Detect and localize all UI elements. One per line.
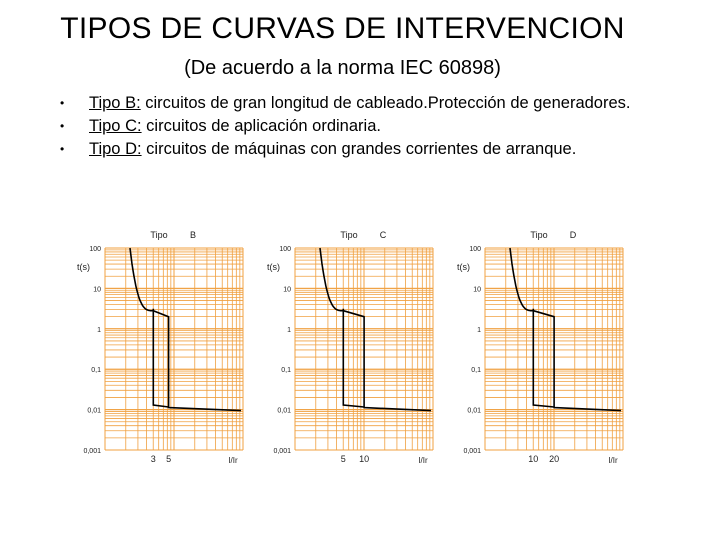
x-axis-label: I/Ir	[418, 456, 428, 465]
trip-curve-lower	[532, 308, 555, 408]
x-tick-label: 5	[341, 454, 346, 464]
bullet-text: circuitos de gran longitud de cableado.P…	[140, 94, 631, 112]
x-tick-label: 3	[151, 454, 156, 464]
y-tick-label: 1	[477, 327, 481, 334]
y-tick-label: 0,1	[281, 367, 291, 374]
y-tick-label: 100	[89, 246, 101, 253]
y-tick-label: 0,1	[471, 367, 481, 374]
chart-title-prefix: Tipo	[530, 230, 547, 240]
bullet-list: • Tipo B: circuitos de gran longitud de …	[60, 92, 680, 161]
bullet-icon: •	[60, 96, 65, 110]
trip-curve-upper	[319, 247, 432, 412]
x-axis-label: I/Ir	[228, 456, 238, 465]
y-tick-label: 0,01	[277, 408, 291, 415]
x-tick-label: 5	[166, 454, 171, 464]
trip-curve-upper	[509, 247, 622, 412]
y-axis-label: t(s)	[77, 262, 90, 272]
bullet-label: Tipo C:	[89, 117, 142, 135]
chart-title-prefix: Tipo	[340, 230, 357, 240]
x-tick-label: 20	[549, 454, 559, 464]
y-tick-label: 10	[473, 286, 481, 293]
bullet-icon: •	[60, 119, 65, 133]
y-tick-label: 0,1	[91, 367, 101, 374]
slide-title: TIPOS DE CURVAS DE INTERVENCION	[60, 12, 625, 45]
trip-curve-upper	[129, 247, 242, 412]
bullet-item-tipo-c: • Tipo C: circuitos de aplicación ordina…	[60, 115, 680, 138]
y-tick-label: 0,001	[83, 448, 101, 455]
bullet-item-tipo-b: • Tipo B: circuitos de gran longitud de …	[60, 92, 680, 115]
bullet-icon: •	[60, 142, 65, 156]
y-axis-label: t(s)	[267, 262, 280, 272]
bullet-item-tipo-d: • Tipo D: circuitos de máquinas con gran…	[60, 138, 680, 161]
x-tick-label: 10	[359, 454, 369, 464]
y-axis-label: t(s)	[457, 262, 470, 272]
chart-svg: Tipo Bt(s) 100 10 1 0,1 0,01 0,001 3 5 I/Ir	[77, 230, 244, 465]
grid	[104, 247, 244, 451]
trip-curve-lower	[152, 308, 169, 408]
chart-title-letter: D	[570, 230, 577, 240]
y-tick-label: 100	[279, 246, 291, 253]
y-tick-label: 10	[283, 286, 291, 293]
chart-title-letter: C	[380, 230, 387, 240]
grid	[294, 247, 434, 451]
bullet-label: Tipo D:	[89, 140, 142, 158]
y-tick-label: 0,01	[87, 408, 101, 415]
y-tick-label: 100	[469, 246, 481, 253]
chart-svg: Tipo Dt(s) 100 10 1 0,1 0,01 0,001 10 20 I/Ir	[457, 230, 624, 465]
y-tick-label: 0,001	[273, 448, 291, 455]
y-tick-label: 10	[93, 286, 101, 293]
trip-curve-lower	[342, 308, 365, 408]
y-tick-label: 1	[287, 327, 291, 334]
chart-title-letter: B	[190, 230, 196, 240]
chart-svg: Tipo Ct(s) 100 10 1 0,1 0,01 0,001 5 10 I/Ir	[267, 230, 434, 465]
bullet-label: Tipo B:	[89, 94, 141, 112]
x-tick-label: 10	[528, 454, 538, 464]
y-tick-label: 0,001	[463, 448, 481, 455]
chart-title-prefix: Tipo	[150, 230, 167, 240]
x-axis-label: I/Ir	[608, 456, 618, 465]
y-tick-label: 0,01	[467, 408, 481, 415]
slide-subtitle: (De acuerdo a la norma IEC 60898)	[184, 57, 501, 79]
bullet-text: circuitos de aplicación ordinaria.	[141, 117, 381, 135]
y-tick-label: 1	[97, 327, 101, 334]
bullet-text: circuitos de máquinas con grandes corrie…	[141, 140, 577, 158]
